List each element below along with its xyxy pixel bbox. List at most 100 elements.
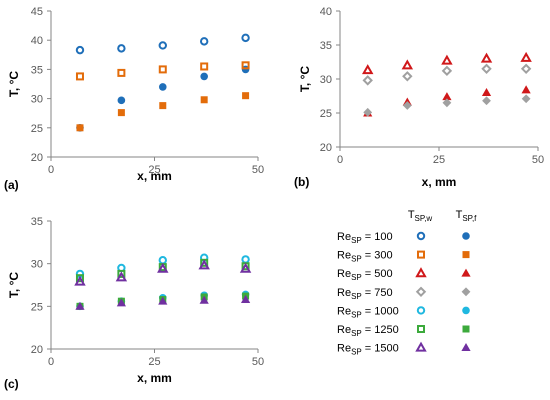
x-tick-label: 0 <box>48 164 54 176</box>
x-tick-label: 0 <box>48 356 54 368</box>
data-point-re1500-fluid <box>116 298 126 307</box>
y-tick-label: 35 <box>31 216 43 228</box>
legend-row-6: ReSP = 1500 <box>337 341 471 357</box>
data-point-re750-fluid <box>442 98 452 108</box>
x-tick-label: 50 <box>532 154 544 166</box>
x-axis-label: x, mm <box>137 371 172 385</box>
data-point-re1500-wall <box>74 275 86 286</box>
x-tick-label: 50 <box>252 164 264 176</box>
legend-row-2: ReSP = 500 <box>337 267 471 282</box>
y-tick-label: 30 <box>320 74 332 86</box>
data-point-re300-wall <box>241 61 250 70</box>
legend-marker-wall-circle <box>416 231 426 241</box>
data-point-re750-wall <box>362 75 373 86</box>
legend-row-label: ReSP = 100 <box>337 231 393 245</box>
data-point-re1500-fluid <box>199 295 209 304</box>
y-axis-label: T, °C <box>298 66 312 92</box>
data-point-re100-wall <box>241 33 250 43</box>
data-point-re500-fluid <box>481 88 492 97</box>
legend-marker-fluid-circle <box>462 306 470 315</box>
legend-marker-wall-circle <box>416 306 426 315</box>
x-tick-label: 25 <box>148 356 160 368</box>
legend-marker-wall-square <box>417 250 425 259</box>
data-point-re1500-wall <box>157 262 169 273</box>
legend-marker-wall-triangle <box>415 341 427 352</box>
panel-label: (a) <box>4 178 19 192</box>
legend-row-label: ReSP = 1250 <box>337 324 399 338</box>
data-point-re750-wall <box>441 65 453 77</box>
data-point-re100-wall <box>75 45 85 55</box>
data-point-re1500-fluid <box>158 296 168 305</box>
legend-row-label: ReSP = 1000 <box>337 305 399 319</box>
legend-marker-fluid-triangle <box>461 268 471 277</box>
data-point-re500-wall <box>480 52 493 63</box>
data-point-re1250-wall <box>75 274 84 283</box>
panel-b: 20 25 30 35 40 0 25 50 x, mm T, °C (b) <box>294 6 544 189</box>
legend: TSP,w TSP,f ReSP = 100 ReSP = 300 ReSP = 500… <box>337 209 477 357</box>
legend-marker-fluid-square <box>462 251 470 259</box>
legend-marker-fluid-diamond <box>461 287 471 297</box>
legend-row-label: ReSP = 300 <box>337 250 393 264</box>
legend-row-label: ReSP = 500 <box>337 268 393 282</box>
data-point-re500-wall <box>361 64 374 75</box>
data-point-re300-fluid <box>200 96 208 104</box>
data-point-re750-wall <box>402 71 413 82</box>
legend-header-wall: TSP,w <box>408 209 433 223</box>
data-point-re300-wall <box>200 62 209 71</box>
data-point-re750-fluid <box>402 101 412 110</box>
data-point-re750-fluid <box>482 96 491 106</box>
y-tick-label: 40 <box>320 6 332 18</box>
legend-marker-wall-diamond <box>415 286 427 298</box>
data-point-re100-wall <box>117 44 126 53</box>
data-point-re500-wall <box>401 59 414 70</box>
legend-marker-fluid-circle <box>462 232 470 240</box>
y-axis-label: T, °C <box>7 71 21 97</box>
data-point-re300-fluid <box>117 109 125 117</box>
legend-row-4: ReSP = 1000 <box>337 305 470 319</box>
data-point-re750-wall <box>481 63 492 75</box>
y-axis-label: T, °C <box>7 272 21 298</box>
data-point-re100-wall <box>199 37 209 46</box>
y-tick-label: 30 <box>31 94 43 106</box>
y-tick-label: 35 <box>320 40 332 52</box>
legend-header-fluid: TSP,f <box>456 209 478 223</box>
legend-row-3: ReSP = 750 <box>337 286 471 301</box>
data-point-re100-fluid <box>158 83 167 91</box>
legend-marker-fluid-square <box>462 325 470 333</box>
legend-row-0: ReSP = 100 <box>337 231 470 245</box>
panel-label: (c) <box>4 377 19 391</box>
panel-a: 20 25 30 35 40 45 0 25 50 x, mm T, °C (a) <box>4 6 264 192</box>
y-tick-label: 25 <box>320 108 332 120</box>
data-point-re1000-wall <box>241 255 250 264</box>
data-point-re1000-wall <box>158 256 167 265</box>
data-point-re1500-fluid <box>240 294 251 303</box>
data-point-re300-fluid <box>76 124 84 132</box>
data-point-re750-fluid <box>521 94 531 104</box>
data-point-re300-wall <box>158 65 167 74</box>
data-point-re1250-wall <box>117 269 126 278</box>
legend-row-5: ReSP = 1250 <box>337 324 470 338</box>
legend-row-label: ReSP = 1500 <box>337 343 399 357</box>
y-tick-label: 45 <box>31 6 43 18</box>
data-point-re300-fluid <box>242 92 250 100</box>
data-point-re100-fluid <box>117 96 126 105</box>
x-tick-label: 25 <box>433 154 445 166</box>
data-point-re300-fluid <box>159 102 167 110</box>
x-axis-label: x, mm <box>137 169 172 183</box>
y-tick-label: 35 <box>31 64 43 76</box>
data-point-re300-wall <box>75 72 84 81</box>
data-point-re500-wall <box>441 54 453 65</box>
y-tick-label: 25 <box>31 123 43 135</box>
data-point-re100-wall <box>158 41 167 50</box>
legend-marker-fluid-triangle <box>461 343 471 352</box>
x-tick-label: 0 <box>337 154 343 166</box>
data-point-re500-wall <box>520 51 532 62</box>
panel-c: 20 25 30 35 0 25 50 x, mm T, °C (c) <box>4 216 264 391</box>
x-axis-label: x, mm <box>422 175 457 189</box>
data-point-re1500-wall <box>198 259 210 270</box>
data-point-re500-fluid <box>521 85 531 94</box>
y-tick-label: 40 <box>31 35 43 47</box>
x-tick-label: 50 <box>252 356 264 368</box>
data-point-re750-wall <box>520 63 532 75</box>
